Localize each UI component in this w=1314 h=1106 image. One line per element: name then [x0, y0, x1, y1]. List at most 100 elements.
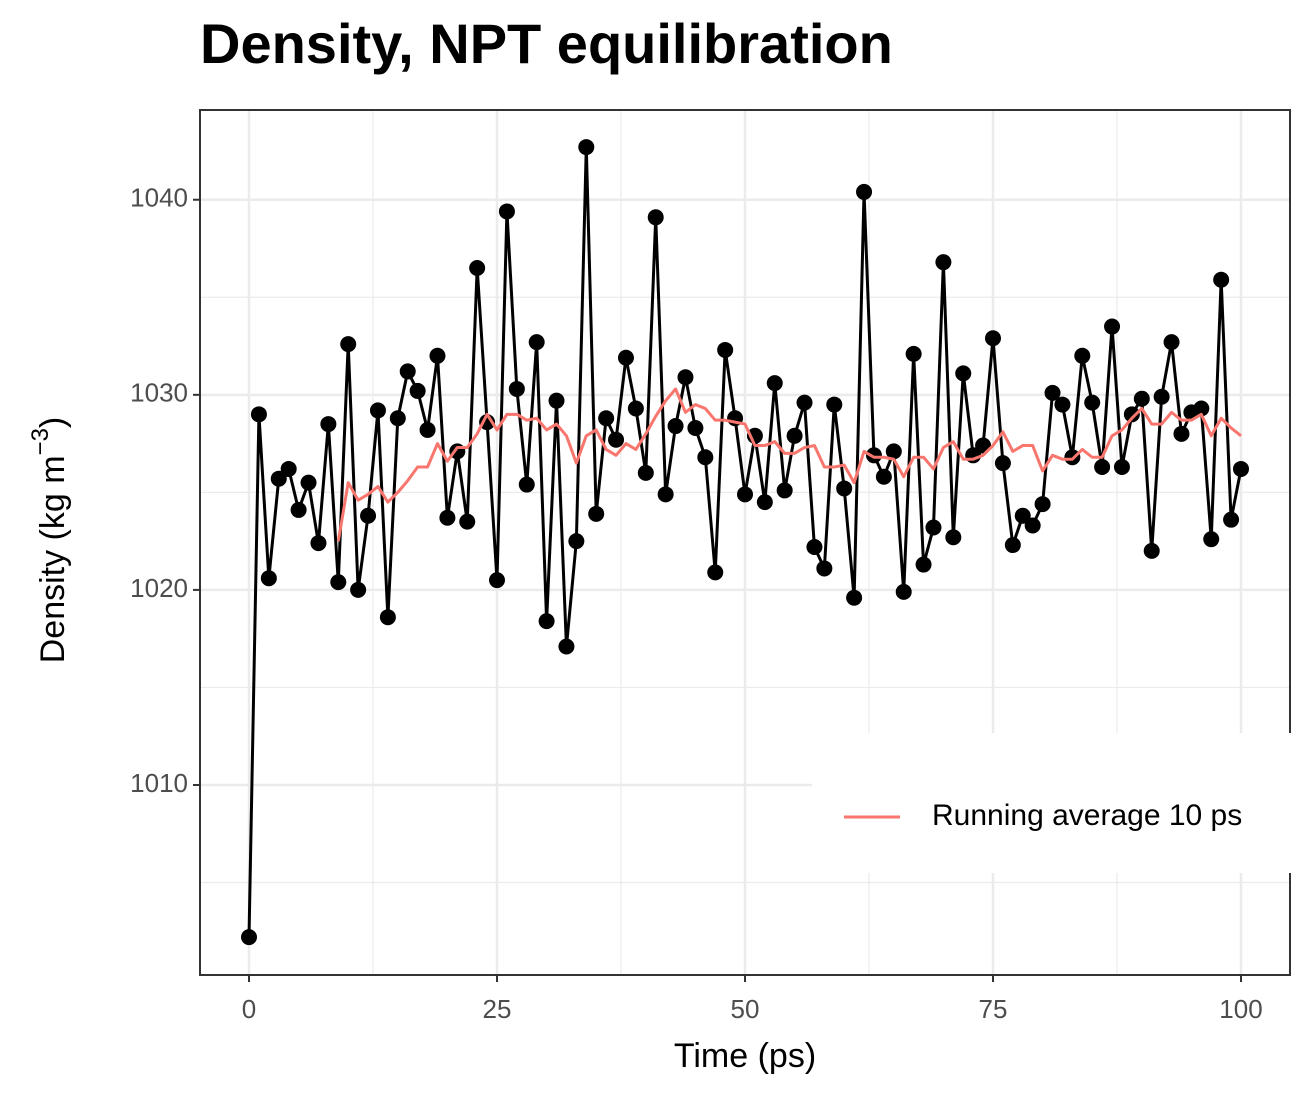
data-point	[617, 349, 634, 366]
data-point	[1054, 396, 1071, 413]
data-point	[905, 345, 922, 362]
data-point	[667, 418, 684, 435]
data-point	[865, 447, 882, 464]
data-point	[1034, 496, 1051, 513]
chart-title: Density, NPT equilibration	[200, 12, 893, 75]
y-axis-title-superscript: −3	[27, 428, 54, 455]
data-point	[885, 443, 902, 460]
data-point	[608, 431, 625, 448]
data-point	[856, 183, 873, 200]
data-point	[469, 260, 486, 277]
data-point	[528, 334, 545, 351]
data-point	[925, 519, 942, 536]
data-point	[826, 396, 843, 413]
data-point	[1232, 460, 1249, 477]
data-point	[389, 410, 406, 427]
data-point	[270, 470, 287, 487]
data-point	[369, 402, 386, 419]
data-point	[806, 538, 823, 555]
data-point	[737, 486, 753, 503]
y-tick-label: 1020	[130, 573, 188, 603]
legend: Running average 10 ps	[812, 733, 1314, 873]
data-point	[935, 254, 952, 271]
data-point	[1113, 459, 1130, 476]
data-point	[429, 347, 446, 364]
y-tick-label: 1010	[130, 768, 188, 798]
data-point	[994, 455, 1011, 472]
data-point	[627, 400, 644, 417]
data-point	[756, 494, 773, 511]
data-point	[330, 574, 347, 591]
data-point	[360, 507, 377, 524]
data-point	[498, 203, 515, 220]
data-point	[280, 460, 297, 477]
data-point	[1014, 507, 1031, 524]
data-point	[459, 513, 476, 530]
data-point	[657, 486, 674, 503]
y-axis-title-suffix: )	[34, 417, 72, 428]
data-point	[717, 341, 734, 358]
data-point	[647, 209, 664, 226]
data-point	[310, 535, 327, 552]
x-tick-label: 50	[731, 994, 760, 1024]
data-point	[290, 501, 307, 518]
x-tick-label: 100	[1219, 994, 1262, 1024]
data-point	[538, 613, 555, 630]
data-point	[637, 464, 654, 481]
data-point	[320, 416, 337, 433]
data-point	[1004, 537, 1021, 554]
data-point	[984, 330, 1001, 347]
data-point	[836, 480, 853, 497]
data-point	[915, 556, 932, 573]
y-tick-label: 1040	[130, 183, 188, 213]
data-point	[1173, 425, 1190, 442]
data-point	[350, 581, 367, 598]
data-point	[687, 419, 704, 436]
x-tick-label: 0	[242, 994, 256, 1024]
y-axis-title-text: Density (kg m	[34, 455, 72, 663]
data-point	[766, 375, 783, 392]
data-point	[1213, 271, 1230, 288]
data-point	[895, 583, 912, 600]
legend-label: Running average 10 ps	[932, 799, 1242, 832]
series-line	[336, 387, 1242, 542]
data-point	[697, 449, 714, 466]
data-point	[776, 482, 793, 499]
legend-background	[812, 733, 1314, 873]
y-tick-label: 1030	[130, 378, 188, 408]
data-point	[1094, 459, 1111, 476]
data-point	[340, 336, 357, 353]
data-point	[1123, 406, 1140, 423]
data-point	[419, 421, 436, 438]
data-point	[598, 410, 615, 427]
data-point	[1024, 517, 1041, 534]
x-tick-label: 25	[483, 994, 512, 1024]
data-point	[846, 589, 863, 606]
data-point	[241, 929, 258, 946]
data-point	[955, 365, 972, 382]
data-point	[1084, 394, 1101, 411]
y-axis-title: Density (kg m−3)	[27, 417, 72, 664]
data-point	[578, 139, 595, 156]
data-point	[816, 560, 833, 577]
data-point	[548, 392, 565, 409]
data-point	[1074, 347, 1091, 364]
data-point	[1223, 511, 1240, 528]
data-point	[588, 505, 605, 522]
data-point	[409, 382, 426, 399]
data-point	[1163, 334, 1180, 351]
x-axis-title: Time (ps)	[674, 1037, 816, 1075]
data-point	[1143, 542, 1160, 559]
data-point	[1133, 390, 1150, 407]
data-point	[1153, 388, 1170, 405]
data-point	[399, 363, 416, 380]
x-tick-label: 75	[979, 994, 1008, 1024]
data-point	[489, 572, 506, 589]
data-point	[558, 638, 575, 655]
data-point	[300, 474, 317, 491]
data-point	[945, 529, 962, 546]
data-point	[1044, 384, 1061, 401]
data-point	[707, 564, 724, 581]
